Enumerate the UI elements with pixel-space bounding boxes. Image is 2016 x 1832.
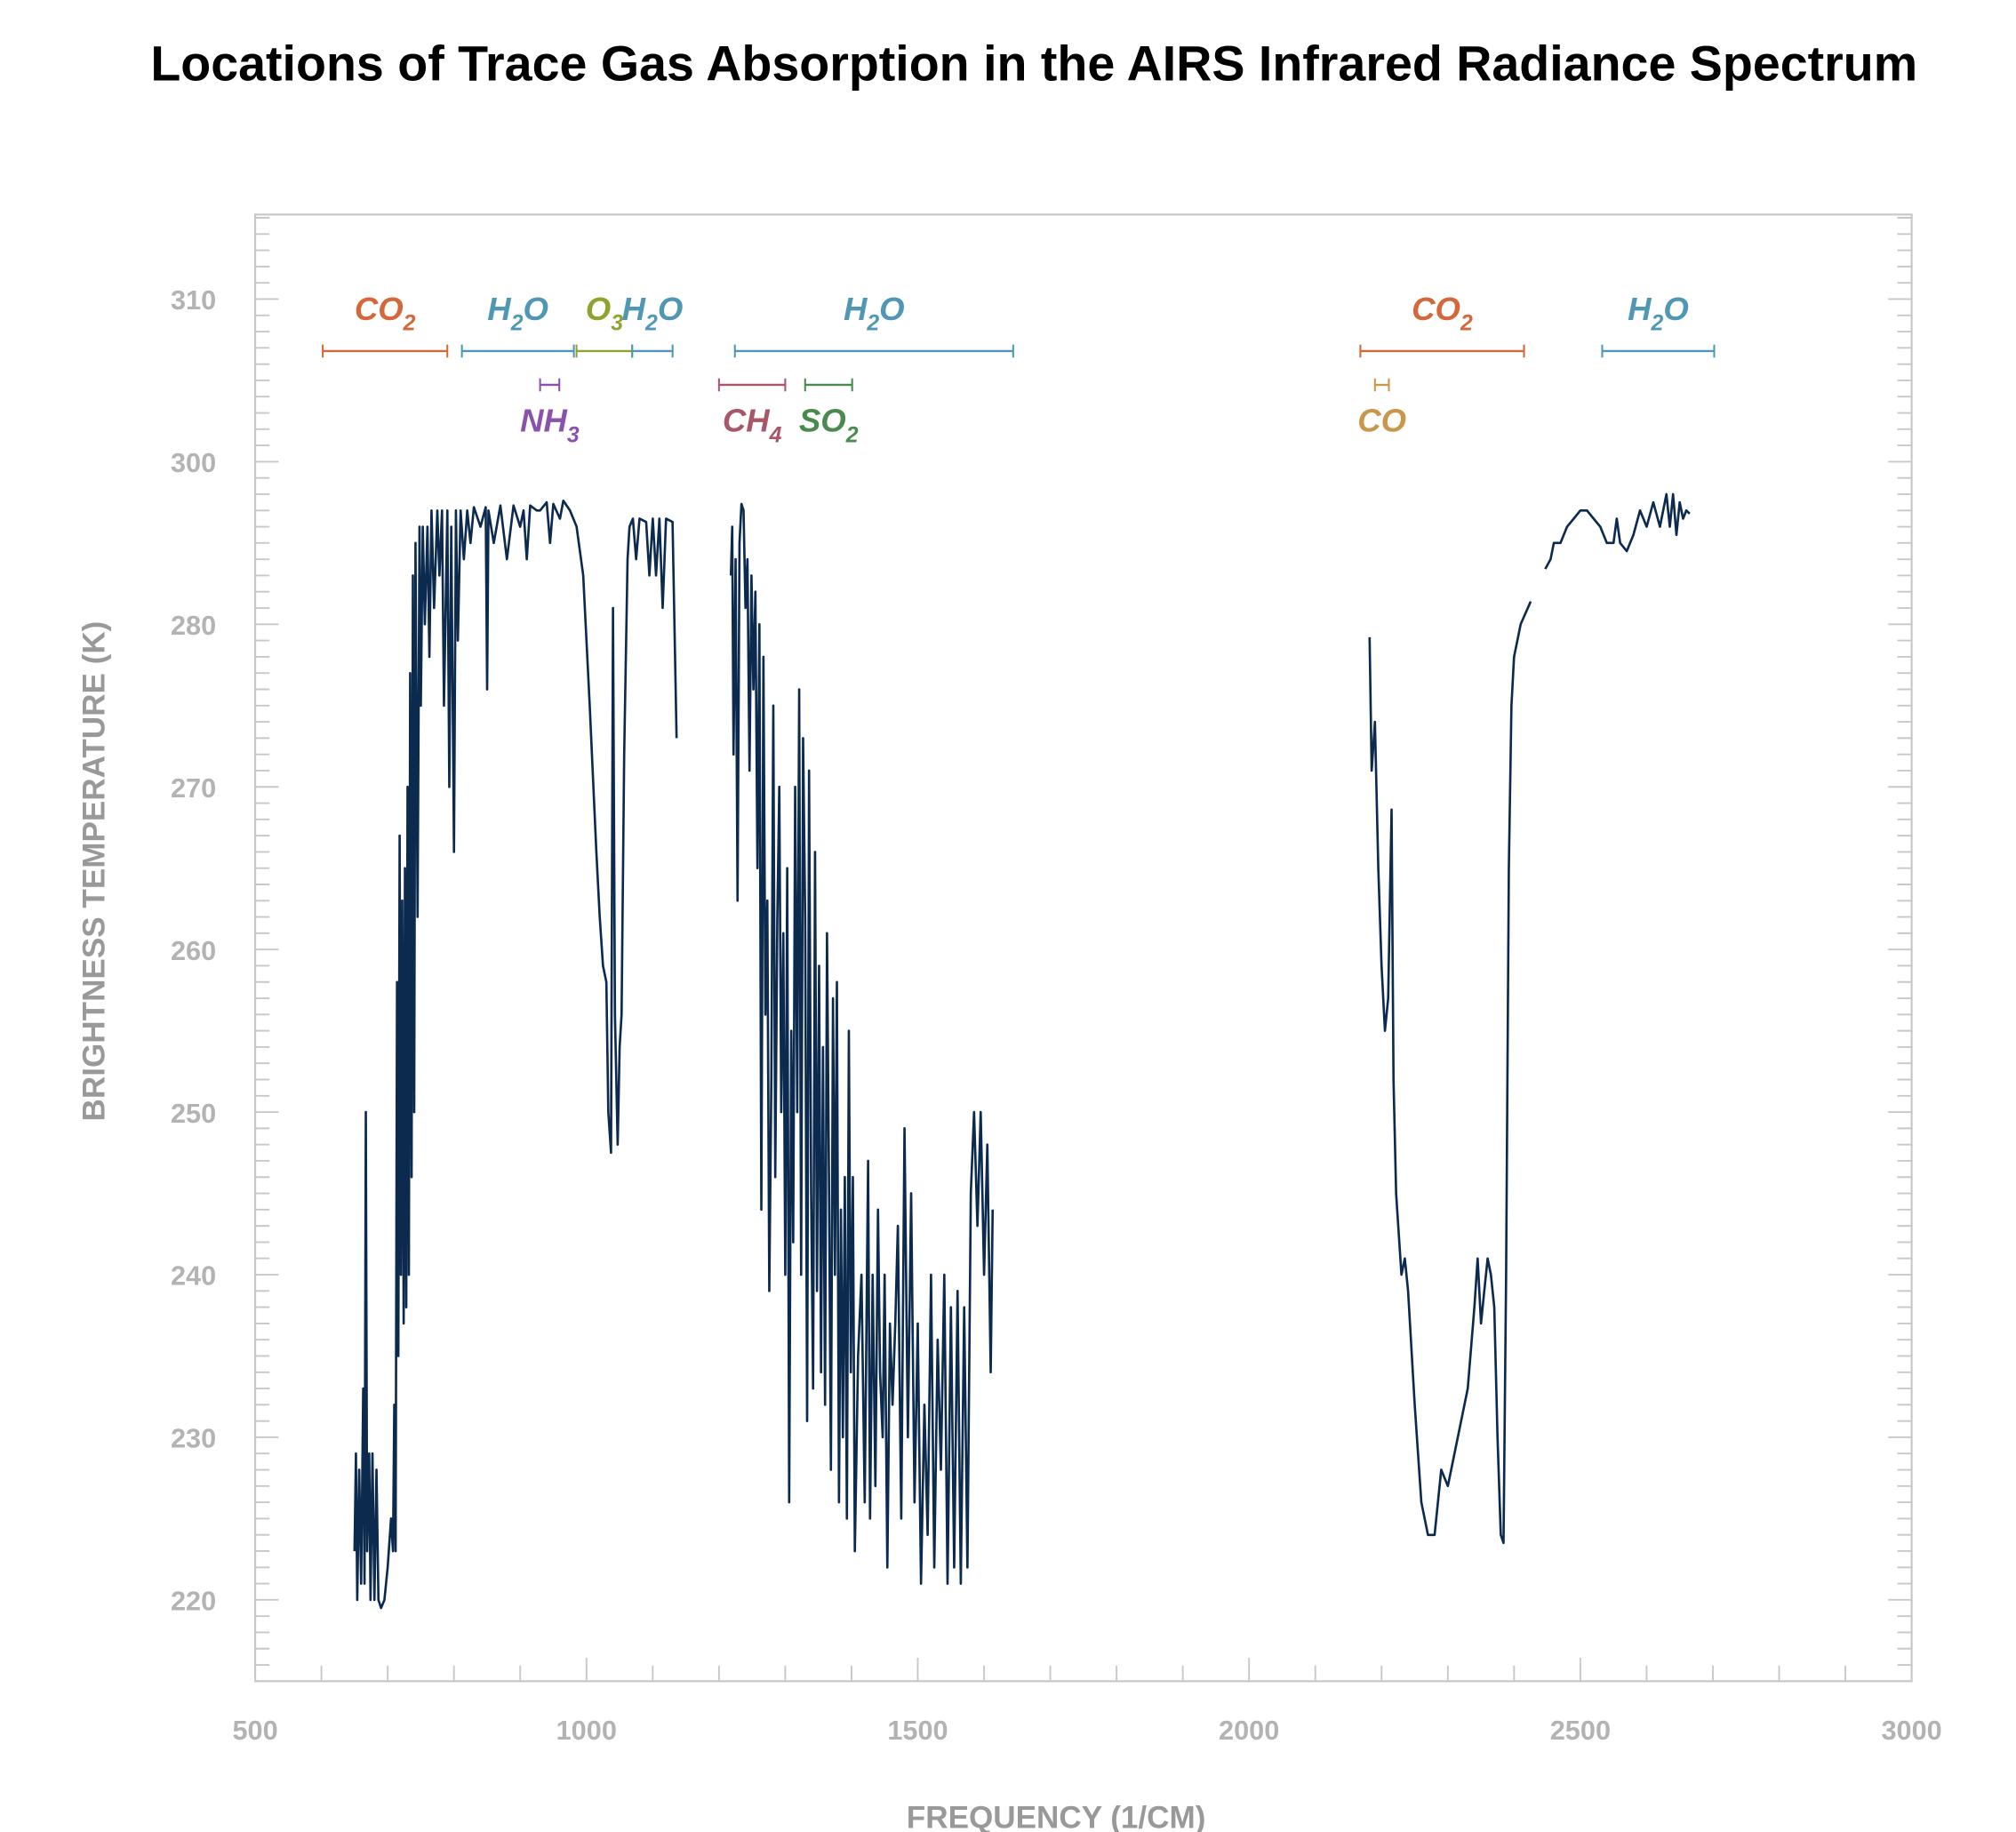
band-co2: CO2 (1359, 291, 1525, 358)
band-h2o: H2O (622, 291, 684, 358)
band-co: CO (1357, 378, 1406, 439)
band-label: CO (1357, 403, 1406, 439)
band-label: CO2 (355, 291, 416, 336)
x-tick-label: 1500 (887, 1715, 948, 1746)
band-so2: SO2 (799, 378, 859, 448)
y-tick-label: 230 (171, 1423, 216, 1454)
band-label: H2O (1628, 291, 1689, 336)
spectrum-series (353, 492, 1691, 1610)
band-label: H2O (622, 291, 684, 336)
x-tick-label: 3000 (1881, 1715, 1941, 1746)
band-label: CH4 (723, 403, 782, 448)
spectrum-line (1368, 601, 1532, 1545)
y-tick-label: 280 (171, 610, 216, 641)
plot-frame (253, 213, 1913, 1683)
axes: 220 230 240 250 260 270 280 300 310 500 1000 1500 20… (171, 213, 1942, 1746)
y-tick-label: 260 (171, 935, 216, 966)
band-h2o: H2O (460, 291, 575, 358)
band-h2o: H2O (1601, 291, 1716, 358)
band-label: H2O (487, 291, 548, 336)
x-axis-title: FREQUENCY (1/CM) (907, 1801, 1206, 1832)
y-tick-label: 250 (171, 1098, 216, 1129)
band-ch4: CH4 (717, 378, 787, 448)
y-tick-label: 300 (171, 447, 216, 478)
band-label: SO2 (799, 403, 859, 448)
band-co2: CO2 (322, 291, 449, 358)
x-tick-label: 1000 (556, 1715, 617, 1746)
y-tick-label: 240 (171, 1260, 216, 1292)
band-label: H2O (844, 291, 905, 336)
band-nh3: NH3 (520, 378, 580, 448)
spectrum-line (353, 499, 678, 1610)
band-label: O3 (586, 291, 623, 336)
x-tick-label: 2000 (1219, 1715, 1279, 1746)
band-label: CO2 (1412, 291, 1473, 336)
band-h2o: H2O (733, 291, 1014, 358)
y-tick-label: 270 (171, 772, 216, 804)
chart-title: Locations of Trace Gas Absorption in the… (150, 36, 1917, 92)
y-tick-label: 310 (171, 284, 216, 316)
y-axis-title: BRIGHTNESS TEMPERATURE (K) (76, 621, 111, 1122)
y-tick-label: 220 (171, 1586, 216, 1617)
x-tick-label: 500 (232, 1715, 277, 1746)
band-label: NH3 (520, 403, 580, 448)
spectrum-line (729, 502, 995, 1585)
spectrum-line (1544, 492, 1691, 570)
x-tick-label: 2500 (1550, 1715, 1611, 1746)
